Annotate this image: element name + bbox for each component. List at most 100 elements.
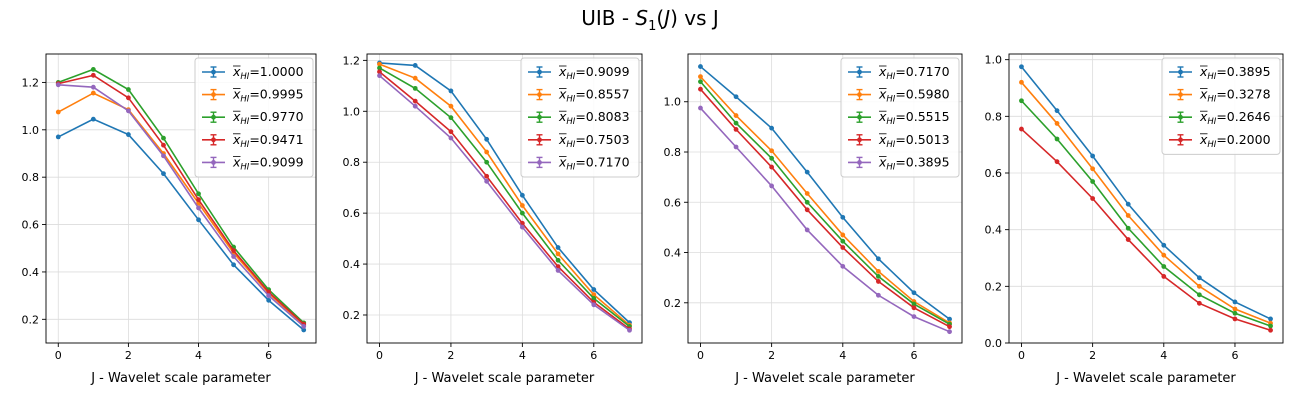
data-point	[1054, 108, 1060, 114]
y-tick-label: 1.0	[22, 124, 40, 137]
legend-label-1: xHI=0.7170	[878, 64, 950, 82]
legend-handle-marker	[211, 160, 216, 165]
data-point	[484, 173, 490, 179]
y-tick-label: 0.8	[343, 156, 361, 169]
data-point	[126, 132, 131, 137]
y-tick-label: 0.8	[664, 146, 682, 159]
data-point	[1196, 283, 1202, 289]
data-point	[1161, 274, 1167, 279]
legend-label-3: xHI=0.2646	[1199, 109, 1271, 127]
legend-box	[1161, 57, 1281, 155]
title-prefix: UIB -	[581, 6, 636, 30]
data-point	[161, 135, 166, 141]
legend-label-4: xHI=0.7503	[558, 132, 630, 150]
y-tick-label: 0.6	[664, 196, 682, 209]
data-point	[875, 268, 881, 274]
series-line-5	[58, 84, 305, 328]
data-point	[126, 87, 131, 92]
data-point	[769, 148, 775, 154]
data-point	[1268, 316, 1273, 322]
legend-handle-marker	[211, 69, 216, 75]
data-point	[911, 290, 917, 296]
data-point	[266, 297, 272, 303]
x-tick-label: 4	[519, 349, 526, 362]
series-line-3	[1020, 100, 1271, 327]
title-j: J	[664, 6, 671, 30]
series-line-1	[57, 118, 305, 331]
legend: xHI=1.0000 xHI=0.9995 xHI=0.9770 xHI=0.9471…	[194, 57, 314, 178]
data-point	[519, 192, 525, 198]
legend-label-3: xHI=0.9770	[232, 109, 304, 127]
x-tick-label: 0	[55, 349, 62, 362]
data-point	[90, 66, 96, 72]
y-tick-label: 0.2	[22, 313, 40, 326]
series-line-2	[57, 92, 305, 326]
legend-handle-marker	[537, 160, 542, 165]
y-tick-label: 1.0	[985, 54, 1003, 67]
data-point	[1196, 292, 1202, 298]
data-point	[1019, 126, 1024, 132]
data-point	[555, 268, 561, 273]
data-point	[196, 197, 201, 203]
data-point	[875, 292, 881, 298]
data-point	[231, 254, 236, 259]
subplot-1: 0 2 4 6 0.2 0.4 0.6 0.8 1.0 1.2 J - Wavelet scale …	[22, 53, 317, 386]
axes-frame	[366, 53, 643, 344]
data-point	[448, 88, 454, 94]
data-point	[519, 203, 525, 208]
legend-handle-marker	[857, 137, 862, 143]
y-tick-label: 0.6	[22, 219, 40, 232]
data-point	[377, 69, 382, 75]
legend-label-4: xHI=0.9471	[232, 132, 304, 150]
series-line-1	[1020, 66, 1271, 320]
data-point	[698, 74, 703, 80]
x-tick-label: 2	[125, 349, 132, 362]
x-tick-label: 6	[910, 349, 917, 362]
data-point	[840, 245, 846, 250]
data-point	[55, 109, 61, 115]
legend-label-5: xHI=0.3895	[878, 154, 950, 172]
y-tick-label: 0.4	[985, 224, 1003, 237]
data-point	[448, 129, 454, 135]
subplot-3: 0 2 4 6 0.2 0.4 0.6 0.8 1.0 J - Wavelet scale par…	[664, 53, 963, 386]
data-point	[90, 84, 96, 90]
subplot-4: 0 2 4 6 0.0 0.2 0.4 0.6 0.8 1.0 J - Wavelet scale …	[985, 53, 1284, 386]
y-tick-label: 0.4	[22, 266, 40, 279]
data-point	[90, 116, 96, 122]
data-point	[1125, 237, 1131, 242]
legend-label-3: xHI=0.5515	[878, 109, 950, 127]
data-point	[911, 301, 917, 307]
legend: xHI=0.3895 xHI=0.3278 xHI=0.2646 xHI=0.2000	[1161, 57, 1281, 155]
subplot-2: 0 2 4 6 0.2 0.4 0.6 0.8 1.0 1.2 J - Wavelet scale …	[343, 53, 643, 386]
data-point	[1090, 166, 1096, 172]
data-point	[840, 232, 846, 238]
data-point	[1054, 121, 1060, 126]
data-point	[301, 327, 307, 333]
x-axis-label: J - Wavelet scale parameter	[734, 371, 915, 386]
data-point	[1196, 275, 1202, 281]
x-tick-label: 0	[697, 349, 704, 362]
legend: xHI=0.9099 xHI=0.8557 xHI=0.8083 xHI=0.7503…	[520, 57, 640, 178]
y-tick-label: 1.0	[343, 105, 361, 118]
y-tick-label: 0.4	[343, 258, 361, 271]
x-tick-label: 6	[265, 349, 272, 362]
data-point	[733, 144, 739, 150]
data-point	[161, 171, 166, 177]
x-tick-label: 4	[195, 349, 202, 362]
data-point	[555, 251, 561, 257]
data-point	[875, 274, 881, 279]
y-tick-label: 0.8	[22, 171, 40, 184]
legend-label-2: xHI=0.5980	[878, 87, 950, 105]
data-point	[1125, 225, 1131, 231]
series-line-3	[379, 67, 630, 328]
legend-label-3: xHI=0.8083	[558, 109, 630, 127]
data-point	[627, 327, 632, 333]
data-point	[1019, 98, 1024, 104]
x-axis-label: J - Wavelet scale parameter	[90, 371, 271, 386]
axes-frame	[45, 53, 317, 344]
legend-handle-marker	[537, 114, 542, 120]
axes-frame	[687, 53, 963, 344]
data-point	[377, 61, 382, 67]
